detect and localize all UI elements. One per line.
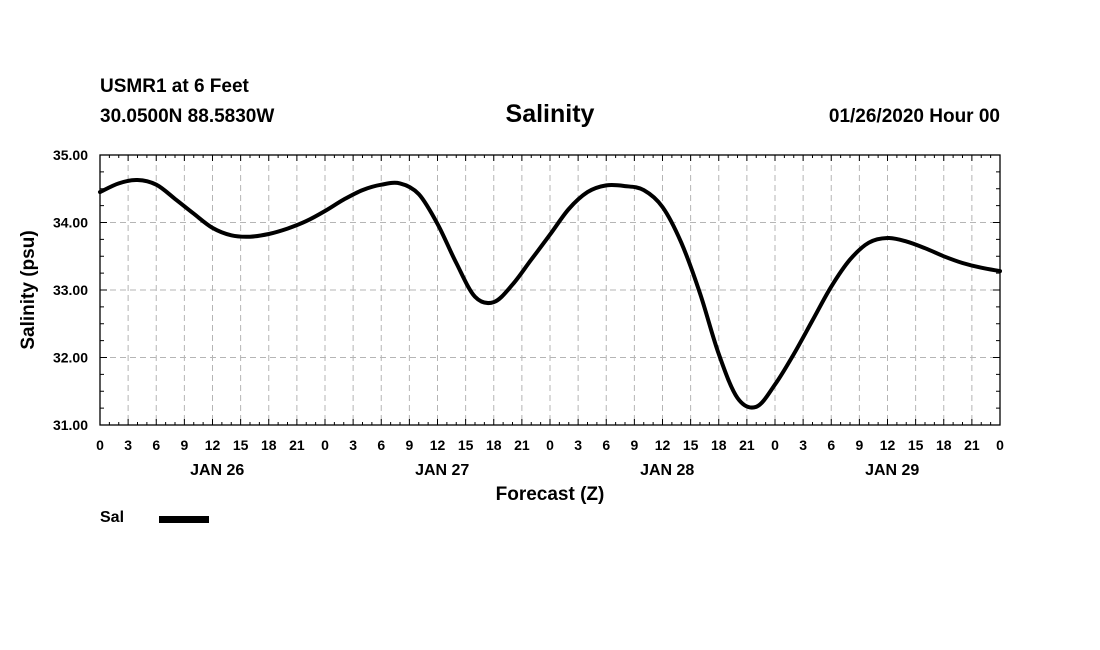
y-tick-label: 34.00 [53,215,88,231]
grid [100,155,1000,425]
y-tick-label: 33.00 [53,282,88,298]
x-tick-label: 21 [514,437,530,453]
station-coordinates: 30.0500N 88.5830W [100,106,275,127]
station-label: USMR1 at 6 Feet [100,76,249,97]
x-tick-label: 9 [180,437,188,453]
y-axis-title: Salinity (psu) [18,230,39,349]
x-tick-label: 12 [430,437,446,453]
x-tick-label: 0 [996,437,1004,453]
x-tick-label: 6 [602,437,610,453]
chart-title: Salinity [505,100,595,128]
x-tick-label: 9 [855,437,863,453]
x-tick-label: 3 [124,437,132,453]
day-label: JAN 27 [415,462,469,479]
x-tick-label: 18 [711,437,727,453]
x-tick-label: 0 [771,437,779,453]
x-tick-label: 0 [546,437,554,453]
x-tick-label: 6 [377,437,385,453]
x-tick-label: 15 [683,437,699,453]
x-tick-label: 18 [486,437,502,453]
x-axis-title: Forecast (Z) [496,484,605,505]
x-tick-label: 15 [233,437,249,453]
legend-swatch [159,516,210,523]
x-tick-label: 15 [458,437,474,453]
day-label: JAN 29 [865,462,919,479]
y-tick-label: 35.00 [53,147,88,163]
x-tick-label: 0 [321,437,329,453]
x-axis-day-labels: JAN 26 JAN 27 JAN 28 JAN 29 [190,462,919,479]
x-tick-label: 21 [289,437,305,453]
x-tick-label: 3 [574,437,582,453]
salinity-series-line [98,177,1002,410]
x-tick-label: 12 [655,437,671,453]
x-tick-label: 9 [405,437,413,453]
legend-label: Sal [100,509,125,526]
x-tick-label: 12 [880,437,896,453]
x-tick-label: 6 [827,437,835,453]
x-tick-label: 3 [349,437,357,453]
x-tick-label: 12 [205,437,221,453]
x-tick-label: 18 [261,437,277,453]
x-tick-label: 21 [739,437,755,453]
axis-ticks [99,154,1001,426]
x-axis-tick-labels: 0 3 6 9 12 15 18 21 0 3 6 9 12 15 18 21 0 3 6 9 12 15 18 21 0 3 6 9… [96,437,1004,453]
x-tick-label: 6 [152,437,160,453]
x-tick-label: 0 [96,437,104,453]
legend: Sal [100,509,210,527]
x-tick-label: 15 [908,437,924,453]
y-tick-label: 32.00 [53,350,88,366]
x-tick-label: 21 [964,437,980,453]
x-tick-label: 3 [799,437,807,453]
x-tick-label: 18 [936,437,952,453]
x-tick-label: 9 [630,437,638,453]
y-axis-tick-labels: 31.00 32.00 33.00 34.00 35.00 [53,147,88,433]
day-label: JAN 26 [190,462,244,479]
forecast-run-time: 01/26/2020 Hour 00 [828,106,1000,127]
y-tick-label: 31.00 [53,417,88,433]
day-label: JAN 28 [640,462,694,479]
